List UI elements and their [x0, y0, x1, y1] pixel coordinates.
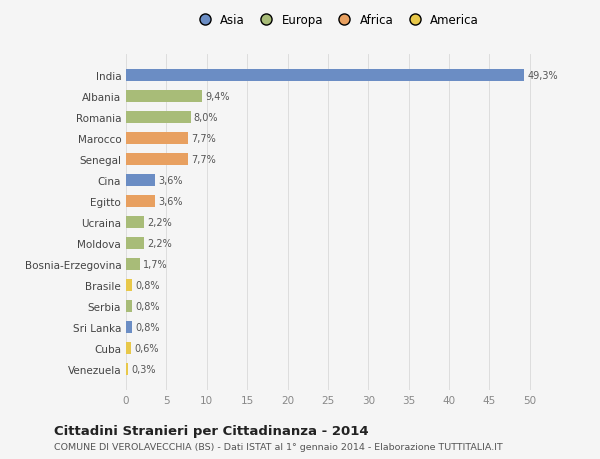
Text: 7,7%: 7,7% [191, 155, 216, 165]
Bar [126, 133, 188, 145]
Bar [126, 322, 133, 333]
Bar [126, 301, 133, 312]
Text: 0,8%: 0,8% [136, 302, 160, 311]
Text: 8,0%: 8,0% [194, 113, 218, 123]
Bar [126, 364, 128, 375]
Legend: Asia, Europa, Africa, America: Asia, Europa, Africa, America [193, 14, 479, 27]
Text: 3,6%: 3,6% [158, 197, 183, 207]
Text: 2,2%: 2,2% [147, 218, 172, 228]
Text: 9,4%: 9,4% [205, 92, 230, 102]
Bar [126, 342, 131, 354]
Bar [126, 91, 202, 103]
Bar [126, 175, 155, 186]
Text: 49,3%: 49,3% [527, 71, 558, 81]
Text: 0,8%: 0,8% [136, 280, 160, 291]
Text: Cittadini Stranieri per Cittadinanza - 2014: Cittadini Stranieri per Cittadinanza - 2… [54, 425, 368, 437]
Bar [126, 217, 144, 229]
Text: 0,3%: 0,3% [131, 364, 156, 374]
Bar [126, 154, 188, 166]
Bar [126, 196, 155, 207]
Bar [126, 70, 524, 82]
Text: 2,2%: 2,2% [147, 239, 172, 248]
Text: 0,6%: 0,6% [134, 343, 158, 353]
Text: 3,6%: 3,6% [158, 176, 183, 186]
Bar [126, 280, 133, 291]
Bar [126, 259, 140, 270]
Text: 0,8%: 0,8% [136, 322, 160, 332]
Text: COMUNE DI VEROLAVECCHIA (BS) - Dati ISTAT al 1° gennaio 2014 - Elaborazione TUTT: COMUNE DI VEROLAVECCHIA (BS) - Dati ISTA… [54, 442, 503, 451]
Text: 7,7%: 7,7% [191, 134, 216, 144]
Text: 1,7%: 1,7% [143, 259, 167, 269]
Bar [126, 112, 191, 123]
Bar [126, 238, 144, 249]
